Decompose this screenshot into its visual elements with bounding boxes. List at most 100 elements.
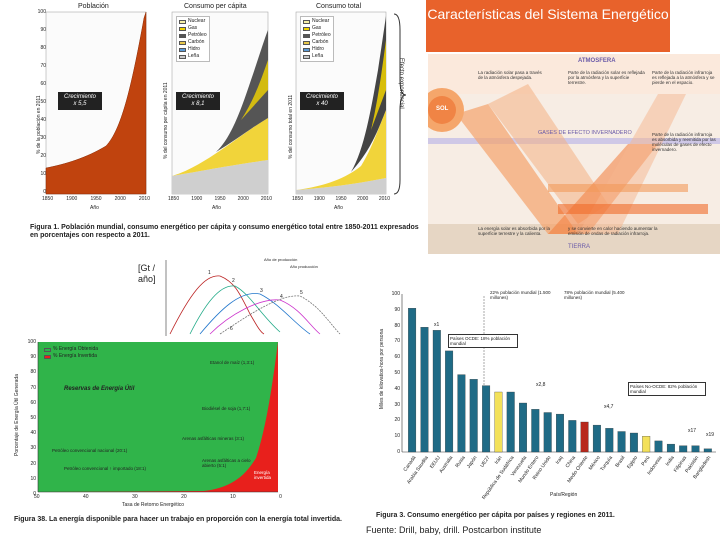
legend-swatch-gas: [303, 26, 310, 31]
y-tick: 0: [43, 189, 46, 195]
x-tick: 20: [181, 494, 187, 500]
eroi-x-ticks: 50 40 30 20 10 0: [34, 494, 282, 500]
badge-value: x 5,5: [73, 101, 87, 107]
x-tick: 1850: [42, 196, 54, 202]
bar-18: [617, 431, 626, 453]
eroi-legend: % Energía Obtenida % Energía Invertida: [44, 346, 98, 360]
slide-title-text: Características del Sistema Energético: [427, 6, 669, 22]
bar-13: [556, 413, 564, 453]
per-capita-x-ticks: 1850 1900 1950 2000 2010: [168, 196, 272, 202]
per-capita-x-label: Año: [212, 205, 221, 211]
y-tick: 60: [40, 81, 46, 87]
bar-9: [506, 391, 515, 453]
bar-23: [679, 445, 688, 453]
exponential-effect-label: Efecto exponencial: [398, 58, 404, 109]
eroi-y-title: Porcentaje de Energía Útil Generada: [14, 374, 20, 456]
bar-21: [654, 440, 663, 453]
legend-swatch-petroleo: [303, 33, 310, 38]
bar-15: [580, 421, 589, 453]
bar-6: [469, 379, 478, 453]
y-tick: 30: [30, 445, 36, 452]
bar-24: [691, 445, 700, 453]
legend-label: Leña: [312, 53, 324, 59]
y-tick: 80: [30, 369, 36, 376]
note-3: Parte de la radiación infrarroja es refl…: [652, 70, 715, 85]
x-tick: 2010: [138, 196, 150, 202]
sun-label: SOL: [436, 106, 449, 112]
y-tick: 70: [394, 338, 400, 345]
greenhouse-diagram: ATMOSFERA SOL GASES DE EFECTO INVERNADER…: [428, 54, 720, 254]
total-carbon-area: [296, 110, 386, 190]
legend-swatch-lena: [179, 54, 186, 59]
legend-swatch-invested: [44, 354, 51, 359]
legend-item: Nuclear: [303, 18, 331, 25]
population-title: Población: [78, 3, 109, 10]
bar-chart-svg: [401, 294, 716, 453]
total-legend: Nuclear Gas Petróleo Carbón Hidro Leña: [300, 16, 334, 62]
y-tick: 20: [394, 417, 400, 424]
y-tick: 100: [391, 291, 400, 297]
x-tick: 1950: [90, 196, 102, 202]
curve-number: 3: [260, 288, 263, 294]
y-tick: 60: [30, 399, 36, 406]
caption-text: La energía disponible para hacer un trab…: [49, 516, 342, 523]
badge-value: x 40: [316, 101, 328, 107]
group-label-oecd-pop: 22% población mundial (1.500 millones): [490, 290, 551, 300]
population-x-label: Año: [90, 205, 99, 211]
non-oecd-label: Países No-OCDE: 82% población mundial: [628, 382, 706, 396]
y-tick: 10: [394, 433, 400, 440]
peak-y-label: [Gt / año]: [138, 263, 156, 284]
x-tick: 1850: [168, 196, 180, 202]
y-tick: 60: [394, 354, 400, 361]
legend-label: Gas: [188, 25, 198, 31]
figure-3-caption: Figura 3. Consumo energético per cápita …: [376, 512, 716, 520]
legend-label: Nuclear: [188, 18, 206, 24]
bar-5: [457, 374, 466, 453]
legend-swatch-carbon: [179, 40, 186, 45]
bar-19: [629, 432, 638, 453]
country-label: Perú: [640, 455, 652, 468]
y-tick: 50: [30, 414, 36, 421]
total-lena-area: [296, 178, 386, 194]
x-tick: 2000: [237, 196, 249, 202]
per-capita-carbon-area: [172, 118, 268, 176]
legend-item: Nuclear: [179, 18, 207, 25]
country-label: Rusia: [454, 455, 467, 469]
curve-number: 5: [300, 290, 303, 296]
legend-item: Petróleo: [179, 32, 207, 39]
y-tick: 40: [40, 117, 46, 123]
note-2: Parte de la radiación solar es reflejada…: [568, 70, 645, 85]
y-tick: 80: [394, 322, 400, 329]
legend-label: Hidro: [188, 46, 200, 52]
legend-item: Gas: [303, 25, 331, 32]
total-title: Consumo total: [316, 3, 362, 10]
legend-label: % Energía Obtenida: [53, 346, 99, 352]
legend-swatch-hidro: [179, 47, 186, 52]
annotation-etanol: Etanol de maíz (1,3:1): [210, 360, 255, 365]
bar-16: [592, 424, 601, 453]
peak-legend-1: Año de producción: [264, 257, 298, 262]
x-tick: 1900: [191, 196, 203, 202]
country-label: UE27: [478, 455, 492, 469]
bar-10: [519, 402, 527, 453]
eroi-svg: [37, 342, 278, 493]
curve-number: 6: [230, 326, 233, 332]
value-label-x19: x19: [706, 432, 715, 438]
figure-38: % Energía Obtenida % Energía Invertida P…: [4, 338, 358, 540]
y-tick: 40: [394, 385, 400, 392]
badge-label: Crecimiento: [181, 94, 214, 100]
figure-1: Población Consumo per cápita Consumo tot…: [26, 0, 422, 254]
atmosphere-label: ATMOSFERA: [578, 58, 616, 64]
eroi-x-title: Tasa de Retorno Energético: [122, 502, 184, 508]
earth-label: TIERRA: [568, 244, 591, 250]
per-capita-y-title: % del consumo per cápita en 2011: [163, 82, 169, 159]
country-label: Iraq: [555, 455, 565, 466]
y-tick: 70: [40, 63, 46, 69]
value-label-x17: x17: [688, 428, 697, 434]
legend-label: % Energía Invertida: [53, 353, 97, 359]
bar-2: [420, 327, 429, 453]
legend-item: Carbón: [179, 39, 207, 46]
x-tick: 2010: [260, 196, 272, 202]
legend-swatch-carbon: [303, 40, 310, 45]
exponential-brace: [393, 13, 407, 195]
